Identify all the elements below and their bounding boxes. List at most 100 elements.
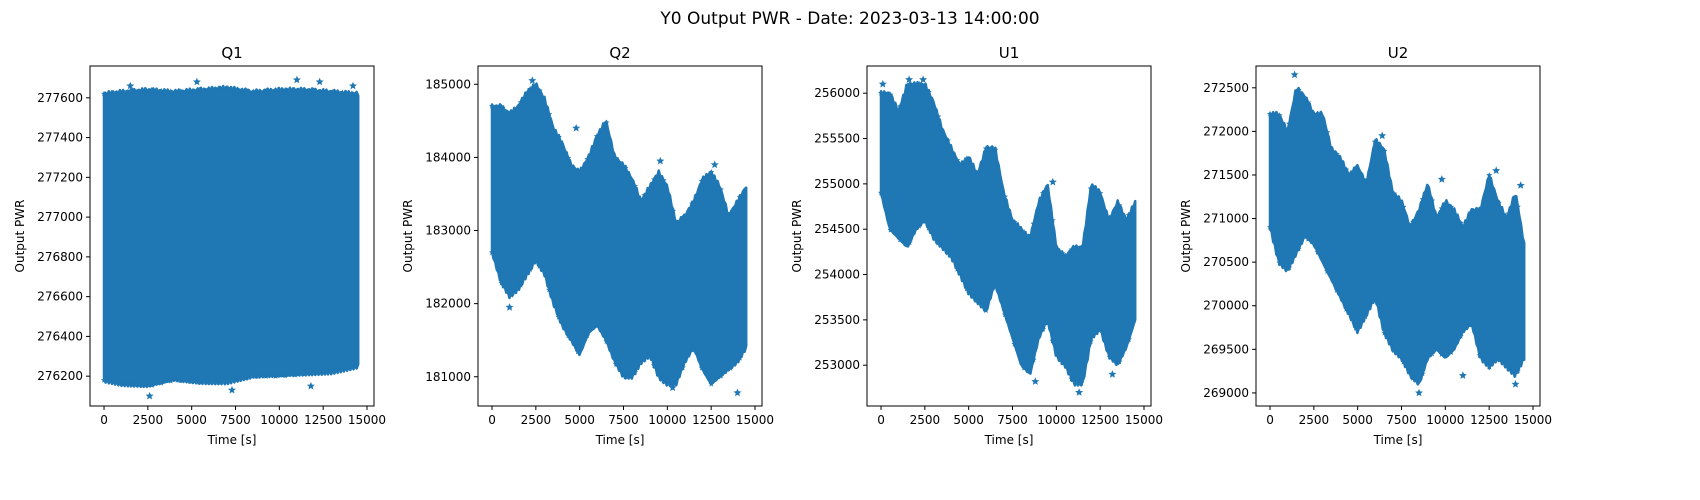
data-point — [622, 373, 629, 380]
data-point — [651, 176, 658, 183]
data-point — [139, 382, 146, 389]
subplot-title: Q2 — [609, 44, 630, 62]
data-point — [660, 377, 667, 384]
data-point — [1410, 375, 1417, 381]
data-point — [101, 377, 108, 383]
data-point — [1415, 388, 1423, 397]
data-point — [593, 322, 600, 329]
subplot-q1: Q1 Time [s] Output PWR 0 2500 5000 7500 1000… — [13, 44, 386, 447]
data-point — [878, 79, 887, 88]
plot-area: 0 2500 5000 7500 10000 12500 15000 181000 182000… — [425, 65, 774, 427]
y-tick-label: 185000 — [425, 77, 471, 91]
data-point — [679, 214, 686, 221]
data-point — [120, 88, 127, 95]
data-point — [1514, 367, 1521, 374]
data-point — [612, 360, 619, 367]
data-point — [167, 88, 174, 95]
y-tick-label: 254000 — [814, 268, 860, 282]
data-point — [1476, 352, 1483, 358]
data-point — [1290, 70, 1299, 79]
subplot-title: Q1 — [221, 44, 242, 62]
y-axis-label: Output PWR — [401, 200, 415, 273]
data-point — [925, 224, 932, 231]
data-point — [546, 111, 553, 117]
data-point — [1021, 364, 1028, 371]
data-point — [1276, 112, 1283, 119]
x-axis-label: Time [s] — [984, 433, 1034, 447]
data-point — [584, 332, 591, 339]
x-tick-label: 0 — [100, 413, 108, 427]
x-tick-label: 10000 — [1037, 413, 1075, 427]
data-point — [1371, 294, 1378, 301]
data-point — [536, 87, 543, 94]
data-point — [1106, 215, 1113, 221]
data-point — [310, 370, 317, 377]
data-point — [555, 313, 562, 320]
subplot-u2: U2 Time [s] Output PWR 0 2500 5000 7500 1000… — [1179, 44, 1552, 447]
data-point — [1276, 259, 1283, 266]
data-point — [992, 146, 999, 153]
data-point — [1514, 203, 1521, 210]
data-point — [919, 75, 928, 83]
data-point — [574, 348, 581, 355]
data-point — [272, 373, 279, 379]
y-axis-label: Output PWR — [1179, 200, 1193, 273]
data-point — [905, 75, 914, 83]
data-point — [1492, 166, 1501, 174]
y-tick-label: 256000 — [814, 86, 860, 100]
data-point — [1448, 203, 1455, 210]
data-point — [306, 381, 315, 390]
x-tick-label: 7500 — [997, 413, 1028, 427]
axes-frame — [866, 65, 1152, 407]
data-point — [177, 377, 184, 384]
x-tick-label: 15000 — [1125, 413, 1163, 427]
data-point — [1125, 336, 1132, 343]
data-point — [1097, 190, 1104, 196]
y-tick-label: 253500 — [814, 313, 860, 327]
data-point — [603, 119, 610, 126]
data-point — [1438, 351, 1445, 357]
data-point — [1486, 172, 1493, 178]
data-point — [1001, 311, 1008, 318]
data-point — [1030, 220, 1037, 227]
series-points-band — [102, 84, 360, 389]
data-point — [727, 210, 734, 216]
data-point — [348, 90, 355, 96]
data-point — [1097, 326, 1104, 332]
data-point — [897, 103, 904, 110]
data-point — [263, 87, 270, 94]
data-point — [651, 362, 658, 369]
data-point — [1400, 203, 1407, 210]
data-point — [1068, 246, 1075, 253]
data-point — [1378, 131, 1387, 140]
data-point — [517, 282, 524, 288]
plot-area: 0 2500 5000 7500 10000 12500 15000 253000 253500… — [814, 65, 1163, 427]
data-point — [944, 249, 951, 256]
data-point — [1314, 249, 1321, 255]
x-axis-label: Time [s] — [1373, 433, 1423, 447]
data-point — [528, 76, 537, 84]
data-point — [101, 90, 108, 97]
x-tick-label: 2500 — [910, 413, 941, 427]
data-point — [1390, 190, 1397, 197]
y-tick-label: 272500 — [1203, 81, 1249, 95]
data-point — [612, 155, 619, 161]
data-point — [1495, 199, 1502, 206]
y-tick-label: 272000 — [1203, 124, 1249, 138]
data-point — [110, 89, 117, 96]
data-point — [1021, 228, 1028, 235]
data-point — [234, 376, 241, 383]
data-point — [982, 307, 989, 313]
x-tick-label: 10000 — [648, 413, 686, 427]
data-point — [1381, 329, 1388, 336]
data-point — [158, 87, 165, 94]
data-point — [546, 286, 553, 293]
data-point — [348, 364, 355, 371]
x-tick-label: 12500 — [1470, 413, 1508, 427]
data-point — [505, 303, 514, 311]
plot-area: 0 2500 5000 7500 10000 12500 15000 269000 269500… — [1203, 65, 1552, 427]
data-point — [1108, 370, 1117, 378]
data-point — [1467, 321, 1474, 328]
data-point — [120, 381, 127, 387]
data-point — [1458, 371, 1467, 379]
